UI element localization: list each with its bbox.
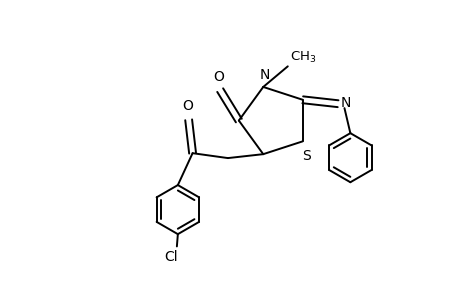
Text: O: O — [182, 99, 193, 113]
Text: CH$_3$: CH$_3$ — [290, 50, 316, 65]
Text: O: O — [213, 70, 223, 84]
Text: N: N — [340, 96, 351, 110]
Text: Cl: Cl — [164, 250, 178, 264]
Text: N: N — [259, 68, 270, 82]
Text: S: S — [302, 149, 310, 163]
